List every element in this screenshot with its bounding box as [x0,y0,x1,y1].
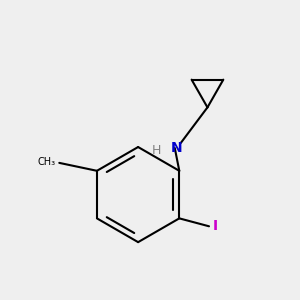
Text: H: H [152,143,162,157]
Text: N: N [171,141,183,155]
Text: I: I [212,219,217,233]
Text: CH₃: CH₃ [37,157,55,167]
